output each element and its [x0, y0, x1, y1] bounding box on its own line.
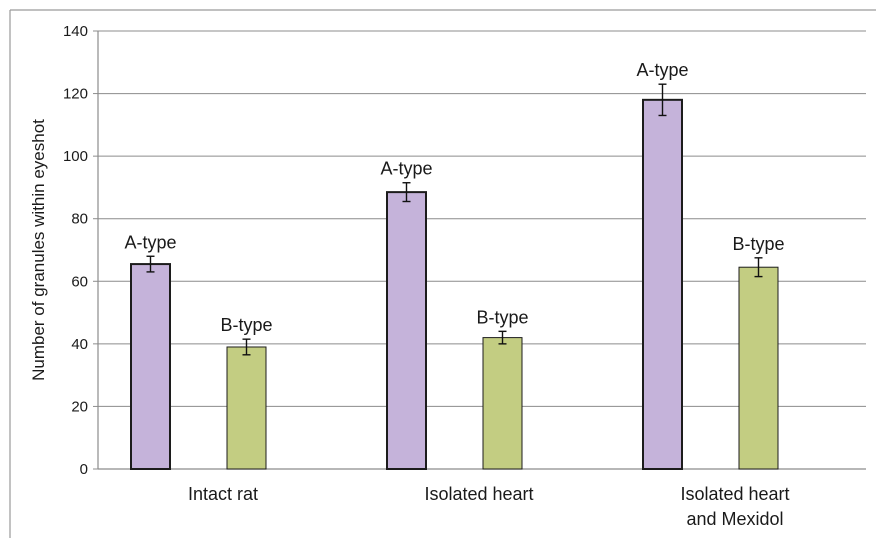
x-category-label: and Mexidol [686, 509, 783, 529]
bar-label: A-type [124, 232, 176, 252]
y-tick-label: 0 [80, 461, 88, 478]
chart-frame [9, 9, 876, 538]
x-axis-labels: Intact rat Isolated heart Isolated heart an… [188, 484, 790, 529]
y-tick-label: 20 [71, 398, 88, 415]
bar [642, 98, 683, 470]
bar [226, 346, 267, 470]
y-tick-label: 40 [71, 336, 88, 353]
error-bars [146, 83, 763, 356]
y-axis-label: Number of granules within eyeshot [29, 119, 48, 381]
y-tick-label: 60 [71, 273, 88, 290]
bar-labels: A-type B-type A-type B-type A-type B-type [124, 60, 784, 335]
bars [130, 98, 779, 471]
bar [386, 191, 427, 470]
x-category-label: Intact rat [188, 484, 258, 504]
bar-label: B-type [220, 315, 272, 335]
gridlines [97, 30, 866, 470]
x-category-label: Isolated heart [680, 484, 789, 504]
y-tick-label: 100 [63, 148, 88, 165]
bar-label: B-type [732, 234, 784, 254]
y-tick-label: 80 [71, 211, 88, 228]
x-category-label: Isolated heart [424, 484, 533, 504]
bar [482, 337, 523, 470]
y-tick-label: 140 [63, 23, 88, 40]
bar [130, 263, 171, 471]
bar-label: A-type [380, 159, 432, 179]
bar-label: A-type [636, 60, 688, 80]
y-axis-ticks: 0 20 40 60 80 100 120 140 [63, 23, 98, 478]
bar [738, 266, 779, 470]
y-tick-label: 120 [63, 86, 88, 103]
bar-label: B-type [476, 307, 528, 327]
